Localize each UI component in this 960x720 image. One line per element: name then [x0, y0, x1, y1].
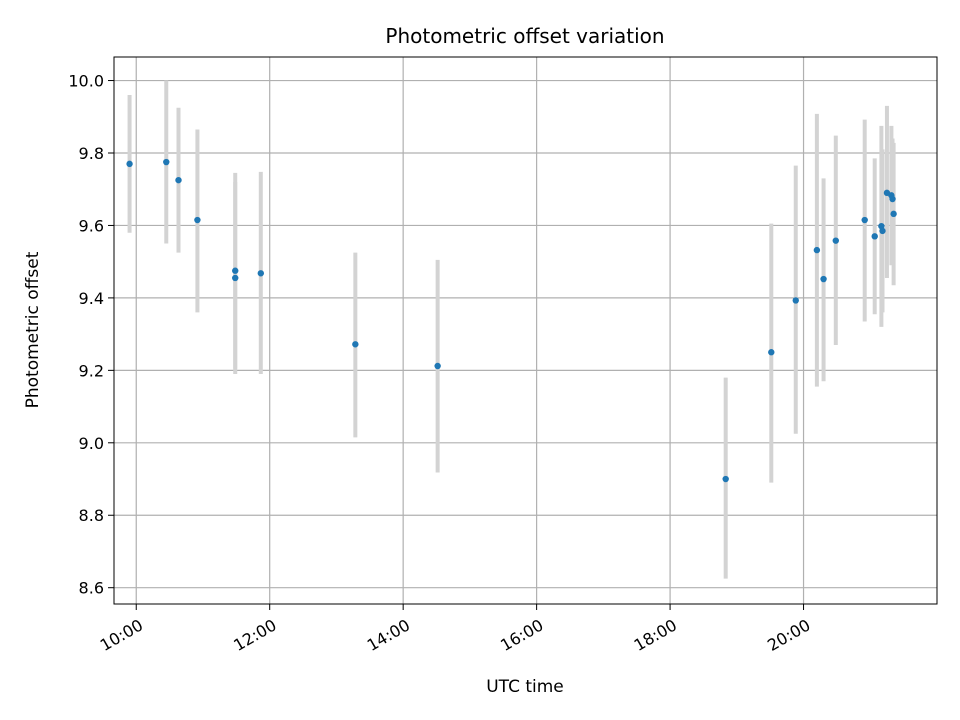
data-point [871, 233, 878, 240]
y-axis-ticks: 8.6 8.8 9.0 9.2 9.4 9.6 9.8 10.0 [68, 72, 114, 598]
y-tick-label: 8.8 [79, 506, 104, 525]
grid [114, 57, 937, 604]
data-point [194, 216, 201, 224]
plot-frame [113, 56, 938, 605]
y-tick-label: 9.2 [79, 361, 104, 380]
data-point [232, 274, 239, 282]
data-point [890, 210, 897, 218]
data-point [879, 227, 886, 235]
data-point [889, 195, 896, 203]
data-point [232, 267, 239, 274]
y-tick-label: 9.4 [79, 289, 104, 308]
data-point [820, 275, 827, 283]
data-point [126, 160, 133, 168]
y-tick-label: 8.6 [79, 579, 104, 598]
y-axis-label: Photometric offset [23, 251, 43, 408]
y-tick-label: 9.0 [79, 434, 104, 453]
data-point [813, 246, 821, 254]
data-point [352, 341, 359, 348]
data-point [792, 297, 799, 304]
y-tick-label: 9.6 [79, 216, 104, 235]
data-point [768, 349, 775, 356]
data-point [861, 216, 868, 224]
chart-title: Photometric offset variation [385, 24, 664, 48]
y-tick-label: 10.0 [68, 72, 104, 91]
data-point [722, 475, 729, 483]
x-axis-label: UTC time [486, 677, 564, 697]
data-point [832, 237, 839, 244]
data-point [163, 158, 170, 166]
data-point [434, 362, 441, 370]
data-point [257, 270, 265, 277]
data-points [126, 158, 897, 483]
y-tick-label: 9.8 [79, 144, 104, 163]
data-point [175, 176, 182, 184]
